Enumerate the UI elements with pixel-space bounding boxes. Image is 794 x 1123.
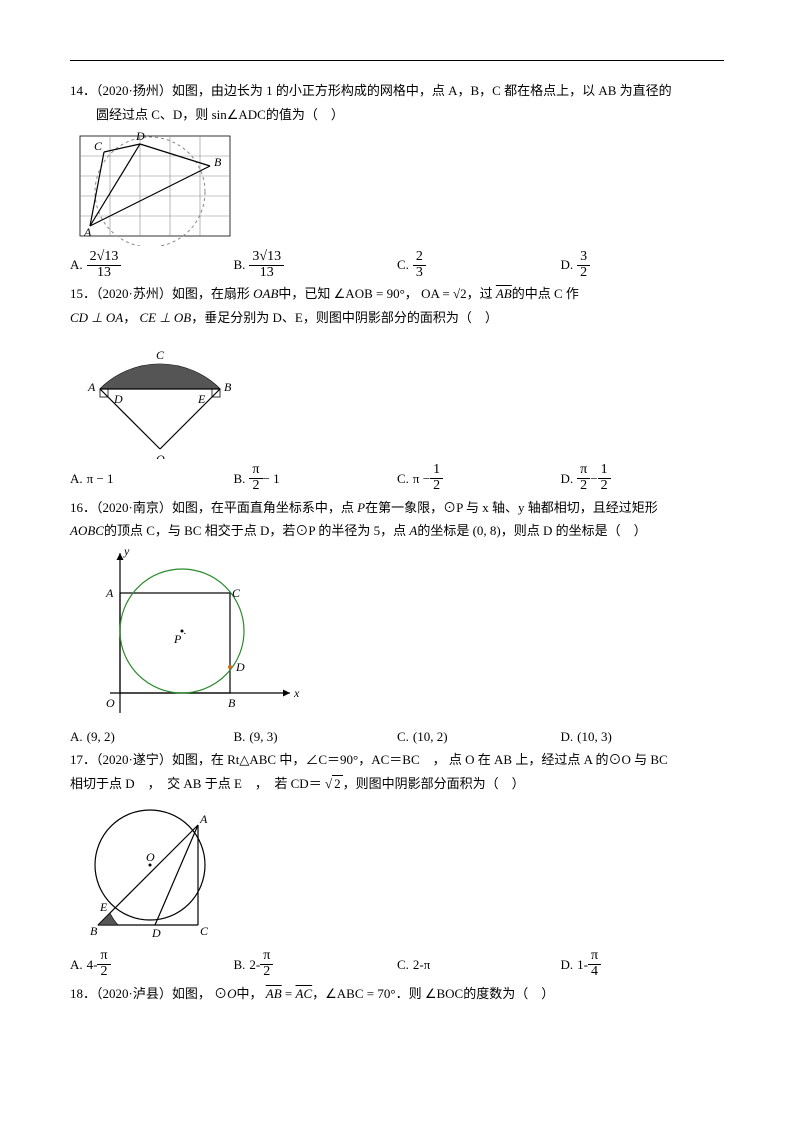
- q15-opt-B: B. π2 − 1: [234, 463, 398, 493]
- question-15: 15．（2020·苏州）如图，在扇形 OAB中，已知 ∠AOB = 90°， O…: [70, 284, 724, 493]
- q15-opt-D: D. π2 − 12: [561, 463, 725, 493]
- svg-text:O: O: [156, 452, 165, 459]
- q15-text: 15．（2020·苏州）如图，在扇形 OAB中，已知 ∠AOB = 90°， O…: [70, 284, 724, 304]
- svg-text:O: O: [106, 696, 115, 710]
- svg-text:x: x: [293, 686, 300, 700]
- q14-opt-C: C. 23: [397, 250, 561, 280]
- q14-num: 14．: [70, 83, 96, 98]
- svg-text:O: O: [146, 850, 155, 864]
- svg-text:C: C: [200, 924, 209, 938]
- svg-text:A: A: [83, 225, 92, 239]
- question-18: 18．（2020·泸县）如图， ⊙O中， AB = AC，∠ABC = 70°．…: [70, 984, 724, 1004]
- svg-text:D: D: [151, 926, 161, 940]
- q16-options: A.(9, 2) B.(9, 3) C.(10, 2) D.(10, 3): [70, 727, 724, 747]
- q14-opt-A: A. 2√1313: [70, 250, 234, 280]
- q16-text: 16．（2020·南京）如图，在平面直角坐标系中，点 P在第一象限，⊙P 与 x…: [70, 498, 724, 518]
- q17-opt-B: B.2- π2: [234, 949, 398, 979]
- q17-opt-D: D.1- π4: [561, 949, 725, 979]
- svg-text:A: A: [199, 812, 208, 826]
- svg-text:A: A: [105, 586, 114, 600]
- q14-options: A. 2√1313 B. 3√1313 C. 23 D. 32: [70, 250, 724, 280]
- svg-text:y: y: [123, 544, 130, 558]
- q14-figure: A B C D: [70, 126, 240, 246]
- q15-line2: CD ⊥ OA， CE ⊥ OB，垂足分别为 D、E，则图中阴影部分的面积为（ …: [70, 308, 724, 328]
- svg-text:B: B: [228, 696, 236, 710]
- q17-opt-A: A.4- π2: [70, 949, 234, 979]
- svg-text:D: D: [135, 129, 145, 143]
- q15-opt-A: A.π − 1: [70, 463, 234, 493]
- q16-figure: O A C B D P· x y: [70, 543, 310, 723]
- q16-opt-C: C.(10, 2): [397, 727, 561, 747]
- q14-opt-D: D. 32: [561, 250, 725, 280]
- q17-text: 17．（2020·遂宁）如图，在 Rt△ABC 中，∠C＝90°，AC＝BC ，…: [70, 750, 724, 770]
- q18-text: 18．（2020·泸县）如图， ⊙O中， AB = AC，∠ABC = 70°．…: [70, 984, 724, 1004]
- q16-opt-B: B.(9, 3): [234, 727, 398, 747]
- question-14: 14．（2020·扬州）如图，由边长为 1 的小正方形构成的网格中，点 A，B，…: [70, 81, 724, 280]
- svg-text:C: C: [156, 348, 165, 362]
- q17-opt-C: C.2-π: [397, 949, 561, 979]
- q17-figure: O A B C D E: [70, 795, 250, 945]
- q17-line2: 相切于点 D ， 交 AB 于点 E ， 若 CD＝ 2，则图中阴影部分面积为（…: [70, 774, 724, 794]
- q14-line2: 圆经过点 C、D，则 sin∠ADC的值为（ ）: [70, 105, 724, 125]
- q15-options: A.π − 1 B. π2 − 1 C. π − 12 D. π2 − 12: [70, 463, 724, 493]
- svg-text:B: B: [214, 155, 222, 169]
- svg-text:D: D: [113, 392, 123, 406]
- q14-src: （2020·扬州）如图，由边长为 1 的小正方形构成的网格中，点 A，B，C 都…: [96, 83, 672, 98]
- question-16: 16．（2020·南京）如图，在平面直角坐标系中，点 P在第一象限，⊙P 与 x…: [70, 498, 724, 747]
- svg-text:A: A: [87, 380, 96, 394]
- q17-options: A.4- π2 B.2- π2 C.2-π D.1- π4: [70, 949, 724, 979]
- question-17: 17．（2020·遂宁）如图，在 Rt△ABC 中，∠C＝90°，AC＝BC ，…: [70, 750, 724, 979]
- svg-text:·: ·: [183, 628, 187, 640]
- svg-text:E: E: [99, 900, 108, 914]
- q15-opt-C: C. π − 12: [397, 463, 561, 493]
- svg-text:P: P: [173, 632, 182, 646]
- q16-opt-A: A.(9, 2): [70, 727, 234, 747]
- svg-text:B: B: [90, 924, 98, 938]
- q15-figure: A B C D E O: [70, 329, 250, 459]
- svg-text:B: B: [224, 380, 232, 394]
- top-rule: [70, 60, 724, 61]
- svg-text:D: D: [235, 660, 245, 674]
- q16-line2: AOBC的顶点 C，与 BC 相交于点 D，若⊙P 的半径为 5，点 A的坐标是…: [70, 521, 724, 541]
- q14-opt-B: B. 3√1313: [234, 250, 398, 280]
- svg-text:C: C: [232, 586, 241, 600]
- svg-text:E: E: [197, 392, 206, 406]
- svg-text:C: C: [94, 139, 103, 153]
- q16-opt-D: D.(10, 3): [561, 727, 725, 747]
- q14-text: 14．（2020·扬州）如图，由边长为 1 的小正方形构成的网格中，点 A，B，…: [70, 81, 724, 101]
